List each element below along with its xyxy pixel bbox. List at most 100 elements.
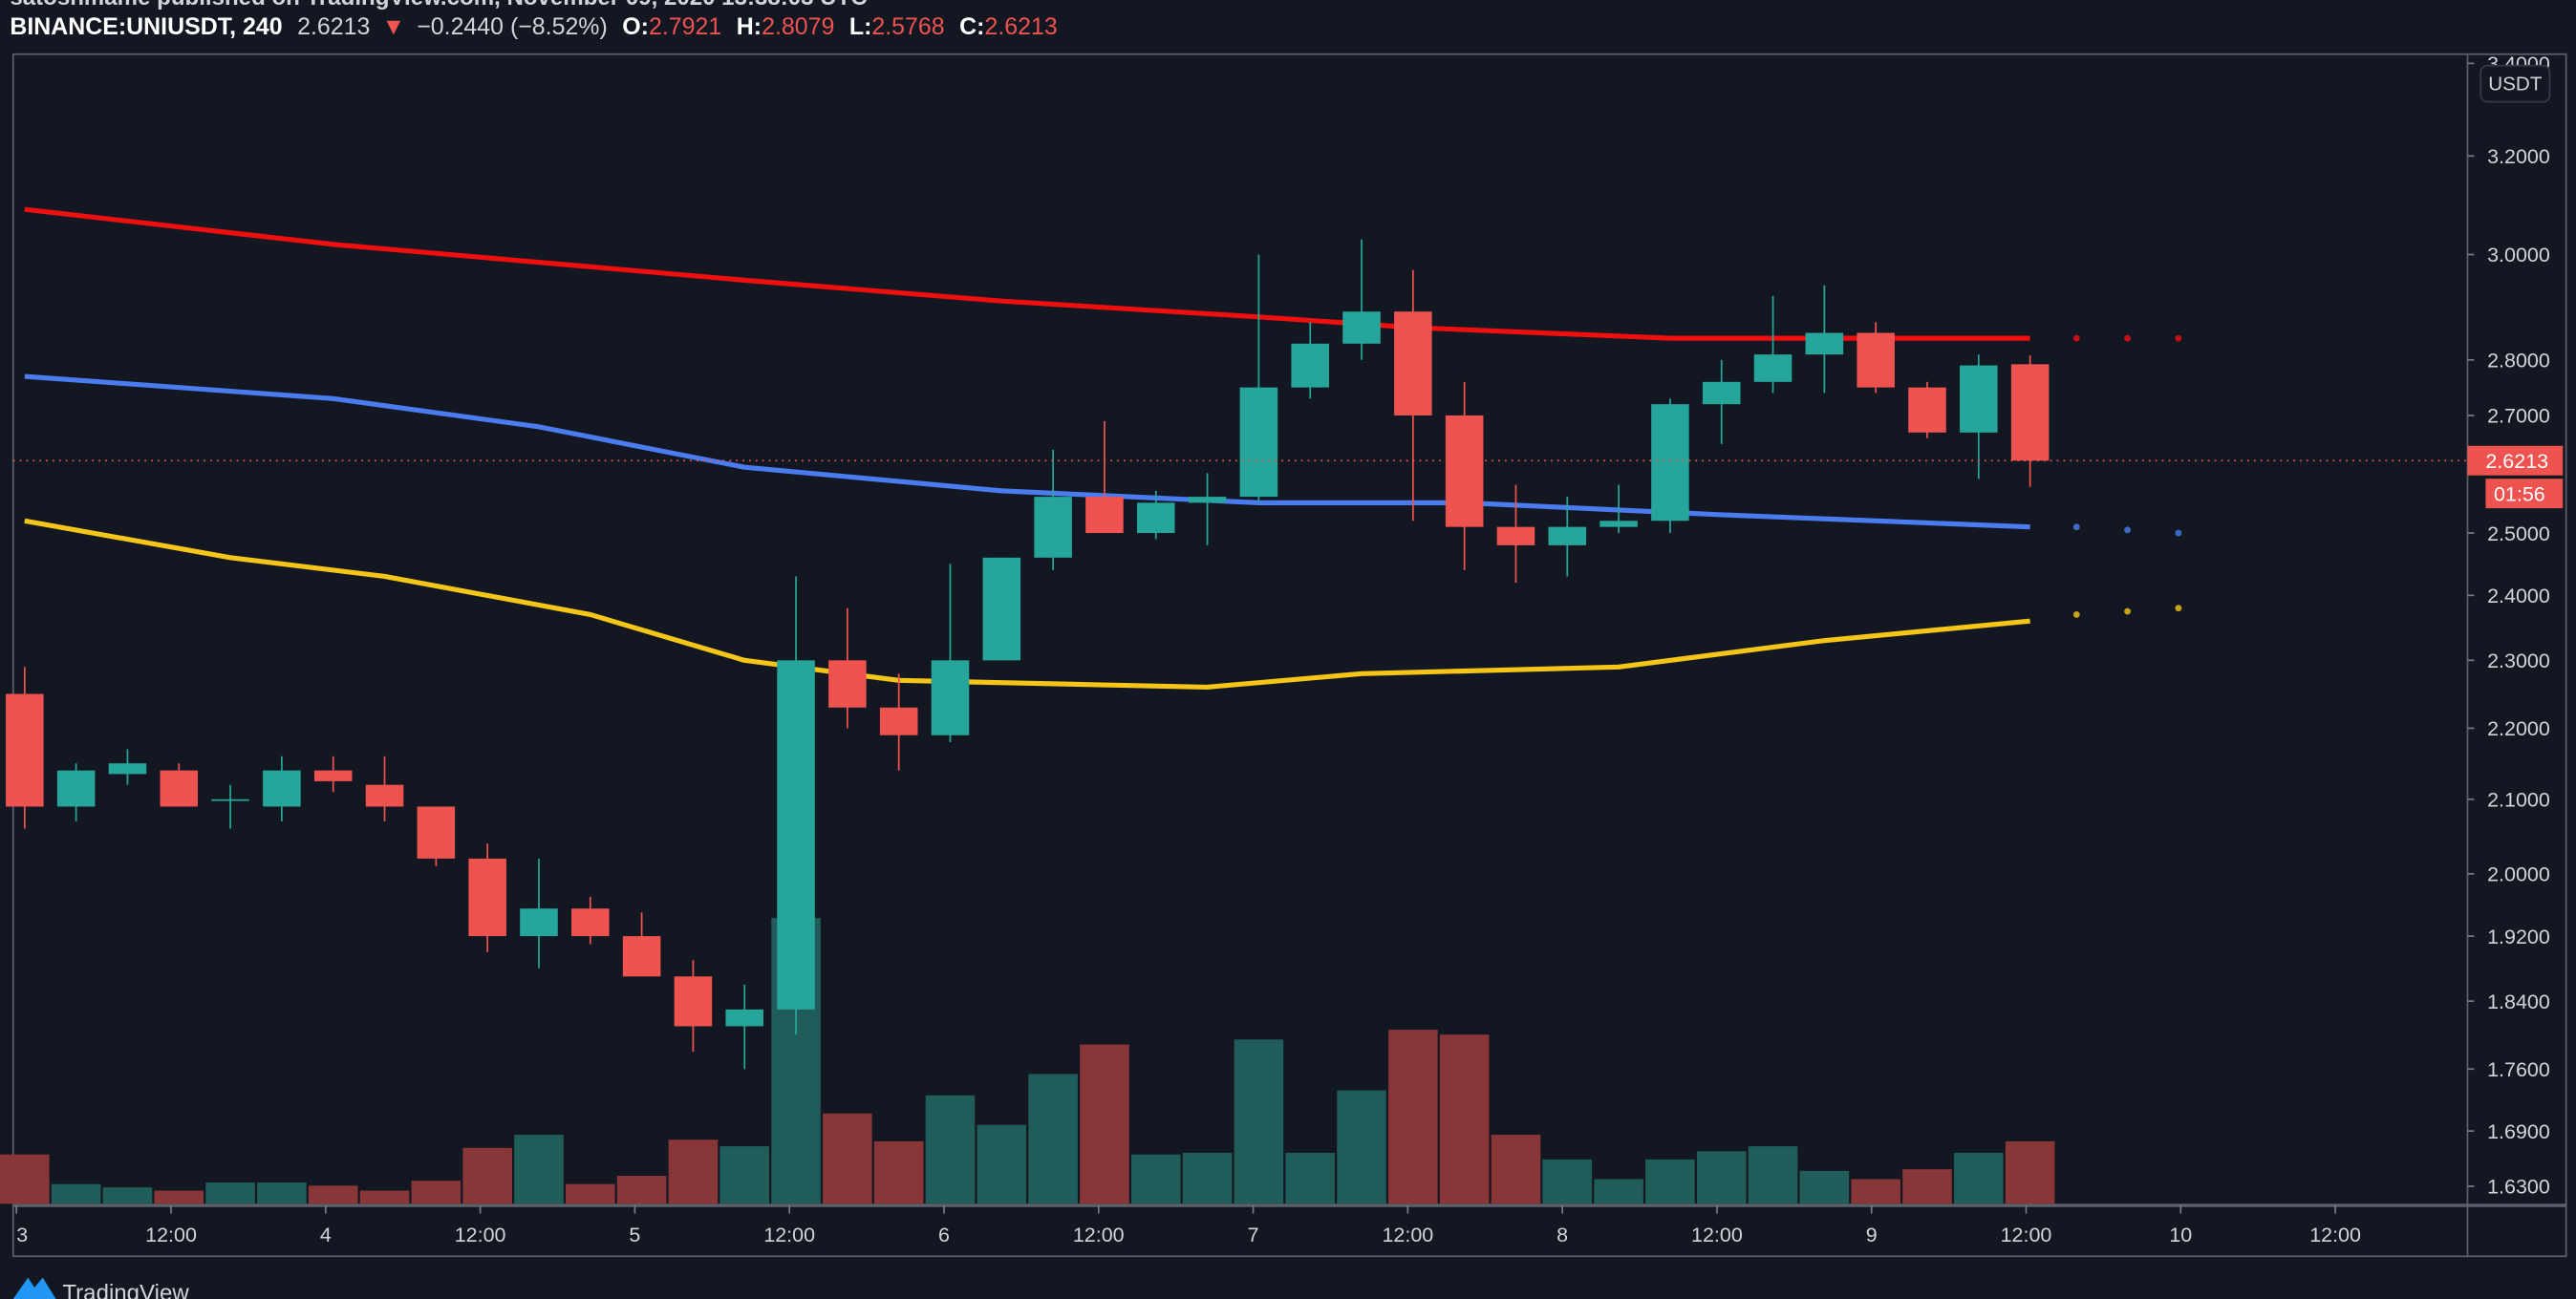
bar-countdown: 01:56 (2494, 482, 2545, 505)
candle (1548, 497, 1587, 577)
volume-bar (0, 1154, 50, 1204)
countdown-badge (2485, 479, 2564, 509)
price-tick-label: 1.9200 (2487, 926, 2550, 948)
time-tick-label: 12:00 (2001, 1224, 2052, 1246)
candle (1136, 490, 1175, 540)
volume-bar (1028, 1074, 1078, 1204)
currency-button[interactable] (2479, 64, 2551, 103)
price-tick-label: 2.8000 (2487, 350, 2550, 373)
candle-body (982, 557, 1021, 661)
volume-bar (1851, 1179, 1900, 1204)
candle (1857, 322, 1895, 394)
chart-frame (11, 53, 2567, 1258)
time-tick-label: 12:00 (145, 1224, 197, 1246)
candle-body (1548, 526, 1587, 545)
candle (1651, 398, 1689, 534)
candle-body (108, 763, 147, 775)
candle-body (6, 693, 44, 807)
volume-bar (616, 1176, 667, 1204)
candle-body (828, 660, 867, 708)
volume-bar (308, 1185, 358, 1204)
volume-bar (1491, 1135, 1541, 1204)
candle-body (1034, 497, 1072, 558)
volume-bar (51, 1183, 101, 1204)
candle-body (622, 936, 661, 977)
last-price-badge (2467, 445, 2564, 476)
candle (417, 806, 456, 866)
candle (313, 756, 353, 793)
tradingview-logo[interactable]: TradingView (12, 1277, 190, 1299)
candle (931, 564, 970, 743)
time-axis[interactable]: 3 12:00 4 12:00 5 12:00 6 12:00 7 12:00 8 12:00 9 12:… (15, 1204, 2361, 1246)
volume-bar (1388, 1030, 1438, 1204)
time-tick-label: 6 (938, 1224, 950, 1246)
candle-body (160, 770, 199, 807)
candle (6, 667, 44, 829)
candle-body (211, 799, 249, 801)
candle-body (931, 660, 970, 735)
time-tick-label: 4 (320, 1224, 332, 1246)
low-label: L: (849, 13, 872, 40)
symbol-label[interactable]: BINANCE:UNIUSDT, 240 (10, 13, 282, 40)
volume-bar (359, 1190, 410, 1204)
time-tick-label: 5 (629, 1224, 640, 1246)
candle (725, 984, 764, 1070)
volume-bar (719, 1146, 770, 1204)
candle-body (777, 660, 815, 1010)
candle-body (1136, 502, 1175, 534)
moving-average-projection-dot (2124, 607, 2132, 615)
volume-bar (1902, 1169, 1952, 1204)
high-value: 2.8079 (762, 13, 834, 40)
candle (520, 858, 558, 969)
volume-bar (462, 1147, 512, 1204)
candle-body (313, 770, 353, 781)
last-price-label: 2.6213 01:56 (2467, 445, 2564, 509)
candle (1908, 381, 1946, 438)
volume-bar (1696, 1151, 1747, 1204)
candle (571, 896, 610, 945)
candle (1805, 285, 1844, 394)
candle-body (1394, 311, 1432, 415)
time-tick-label: 9 (1866, 1224, 1878, 1246)
candle-body (1239, 387, 1278, 498)
price-axis[interactable]: 3.40003.20003.00002.80002.70002.50002.40… (2467, 53, 2550, 1199)
volume-bar (154, 1190, 204, 1204)
candle-body (879, 707, 918, 735)
volume-bar (514, 1135, 564, 1204)
price-tick-label: 2.1000 (2487, 789, 2550, 812)
volume-bar (257, 1182, 307, 1204)
candle-body (56, 770, 96, 807)
price-tick-label: 1.8400 (2487, 990, 2550, 1013)
time-tick-label: 10 (2169, 1224, 2192, 1246)
candle (1702, 359, 1741, 444)
volume-bar (1645, 1159, 1695, 1204)
moving-average-projection-dot (2175, 605, 2182, 612)
candle-body (468, 858, 506, 937)
time-tick-label: 12:00 (2309, 1224, 2361, 1246)
candle-body (520, 908, 558, 937)
volume-bar (1285, 1152, 1336, 1204)
price-tick-label: 2.4000 (2487, 585, 2550, 607)
candle-body (571, 908, 610, 937)
price-tick-label: 1.6900 (2487, 1120, 2550, 1143)
candle-body (1960, 365, 1998, 433)
low-value: 2.5768 (871, 13, 944, 40)
candle (468, 843, 506, 952)
volume-bar (1182, 1152, 1233, 1204)
candle (982, 557, 1021, 661)
candle (1034, 449, 1072, 570)
price-tick-label: 2.3000 (2487, 650, 2550, 672)
volume-bar (1799, 1170, 1850, 1204)
candle-body (1445, 415, 1484, 527)
candle (1445, 381, 1484, 570)
volume-bar (205, 1182, 255, 1204)
price-tick-label: 1.7600 (2487, 1058, 2550, 1081)
candle (1291, 322, 1329, 399)
price-tick-label: 1.6300 (2487, 1176, 2550, 1199)
volume-bar (102, 1187, 153, 1204)
candle (365, 756, 404, 821)
high-label: H: (737, 13, 762, 40)
volume-bar (411, 1181, 462, 1204)
candle (1496, 484, 1535, 584)
